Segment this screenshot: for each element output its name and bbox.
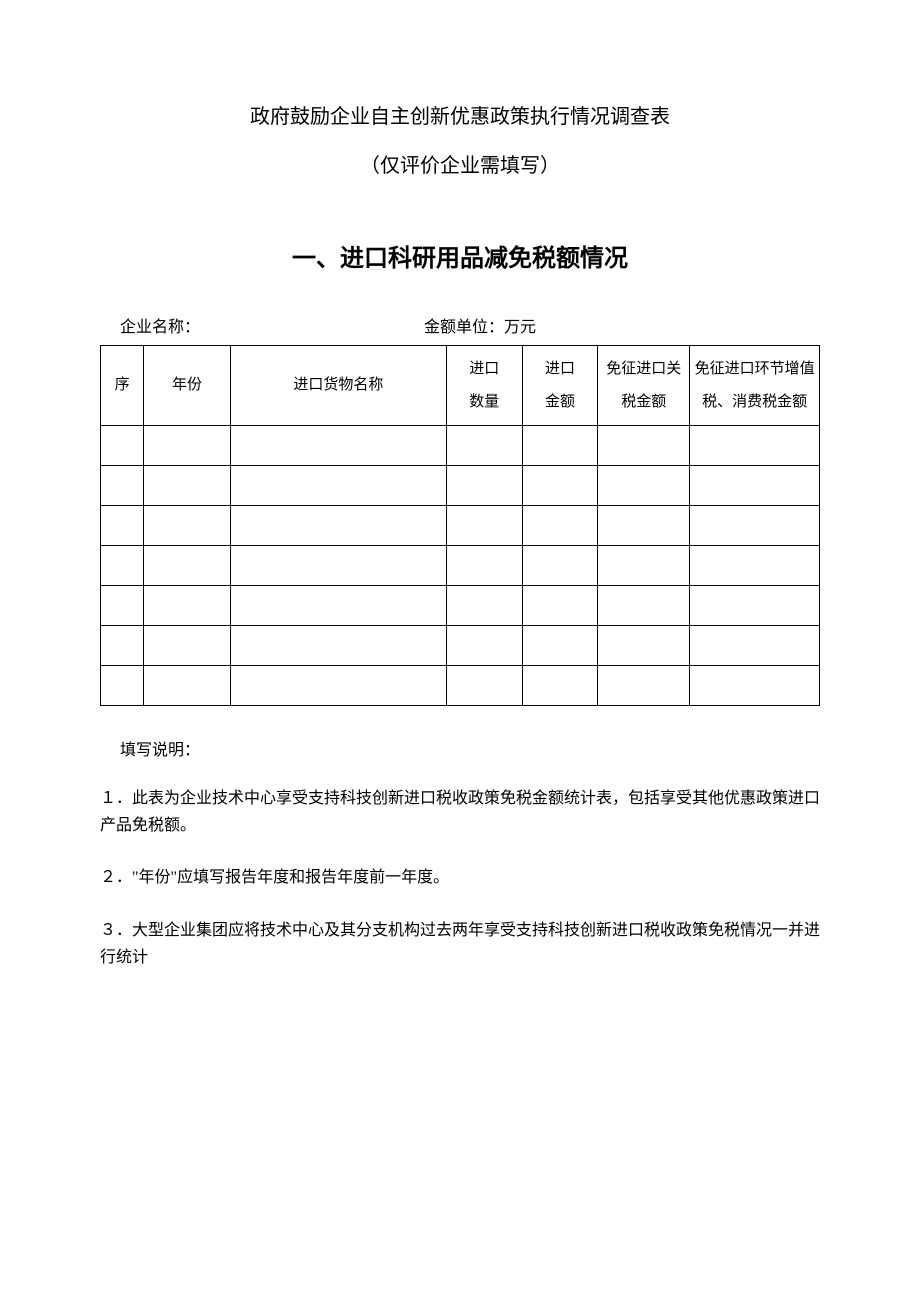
cell-tariff: [598, 626, 690, 666]
cell-seq: [101, 506, 144, 546]
header-year: 年份: [144, 346, 230, 426]
cell-seq: [101, 426, 144, 466]
cell-goods: [230, 426, 446, 466]
cell-qty: [446, 506, 522, 546]
cell-qty: [446, 586, 522, 626]
cell-tariff: [598, 506, 690, 546]
cell-vat: [690, 586, 820, 626]
cell-year: [144, 466, 230, 506]
cell-year: [144, 506, 230, 546]
header-import-qty: 进口数量: [446, 346, 522, 426]
header-vat-exempt: 免征进口环节增值税、消费税金额: [690, 346, 820, 426]
table-row: [101, 546, 820, 586]
cell-qty: [446, 466, 522, 506]
cell-seq: [101, 546, 144, 586]
cell-year: [144, 666, 230, 706]
cell-year: [144, 546, 230, 586]
cell-goods: [230, 666, 446, 706]
cell-goods: [230, 586, 446, 626]
cell-vat: [690, 506, 820, 546]
cell-tariff: [598, 586, 690, 626]
table-row: [101, 626, 820, 666]
company-name-label: 企业名称：: [120, 313, 420, 337]
header-goods-name: 进口货物名称: [230, 346, 446, 426]
table-row: [101, 666, 820, 706]
cell-amount: [522, 466, 598, 506]
cell-amount: [522, 626, 598, 666]
cell-qty: [446, 626, 522, 666]
cell-goods: [230, 506, 446, 546]
note-item-2: ２．"年份"应填写报告年度和报告年度前一年度。: [100, 864, 820, 891]
header-tariff-exempt: 免征进口关税金额: [598, 346, 690, 426]
table-row: [101, 466, 820, 506]
cell-goods: [230, 546, 446, 586]
cell-qty: [446, 546, 522, 586]
notes-heading: 填写说明：: [100, 736, 820, 760]
cell-tariff: [598, 546, 690, 586]
cell-vat: [690, 626, 820, 666]
cell-seq: [101, 626, 144, 666]
cell-amount: [522, 506, 598, 546]
cell-tariff: [598, 466, 690, 506]
table-header-row: 序 年份 进口货物名称 进口数量 进口金额 免征进口关税金额 免征进口环节增值税…: [101, 346, 820, 426]
cell-seq: [101, 466, 144, 506]
cell-year: [144, 626, 230, 666]
table-row: [101, 506, 820, 546]
cell-vat: [690, 666, 820, 706]
header-import-amount: 进口金额: [522, 346, 598, 426]
cell-amount: [522, 586, 598, 626]
note-item-1: １．此表为企业技术中心享受支持科技创新进口税收政策免税金额统计表，包括享受其他优…: [100, 785, 820, 839]
table-row: [101, 426, 820, 466]
cell-year: [144, 586, 230, 626]
cell-amount: [522, 546, 598, 586]
cell-year: [144, 426, 230, 466]
table-row: [101, 586, 820, 626]
section-heading: 一、进口科研用品减免税额情况: [160, 238, 760, 273]
cell-seq: [101, 586, 144, 626]
cell-goods: [230, 626, 446, 666]
cell-goods: [230, 466, 446, 506]
cell-tariff: [598, 426, 690, 466]
cell-qty: [446, 426, 522, 466]
tax-exemption-table: 序 年份 进口货物名称 进口数量 进口金额 免征进口关税金额 免征进口环节增值税…: [100, 345, 820, 706]
note-item-3: ３．大型企业集团应将技术中心及其分支机构过去两年享受支持科技创新进口税收政策免税…: [100, 917, 820, 971]
document-title: 政府鼓励企业自主创新优惠政策执行情况调查表: [100, 100, 820, 129]
info-row: 企业名称： 金额单位：万元: [100, 313, 820, 337]
cell-amount: [522, 426, 598, 466]
document-subtitle: （仅评价企业需填写）: [100, 149, 820, 178]
cell-amount: [522, 666, 598, 706]
header-sequence: 序: [101, 346, 144, 426]
cell-vat: [690, 546, 820, 586]
table-body: [101, 426, 820, 706]
cell-tariff: [598, 666, 690, 706]
cell-seq: [101, 666, 144, 706]
cell-vat: [690, 426, 820, 466]
unit-label: 金额单位：万元: [424, 313, 536, 337]
cell-vat: [690, 466, 820, 506]
cell-qty: [446, 666, 522, 706]
